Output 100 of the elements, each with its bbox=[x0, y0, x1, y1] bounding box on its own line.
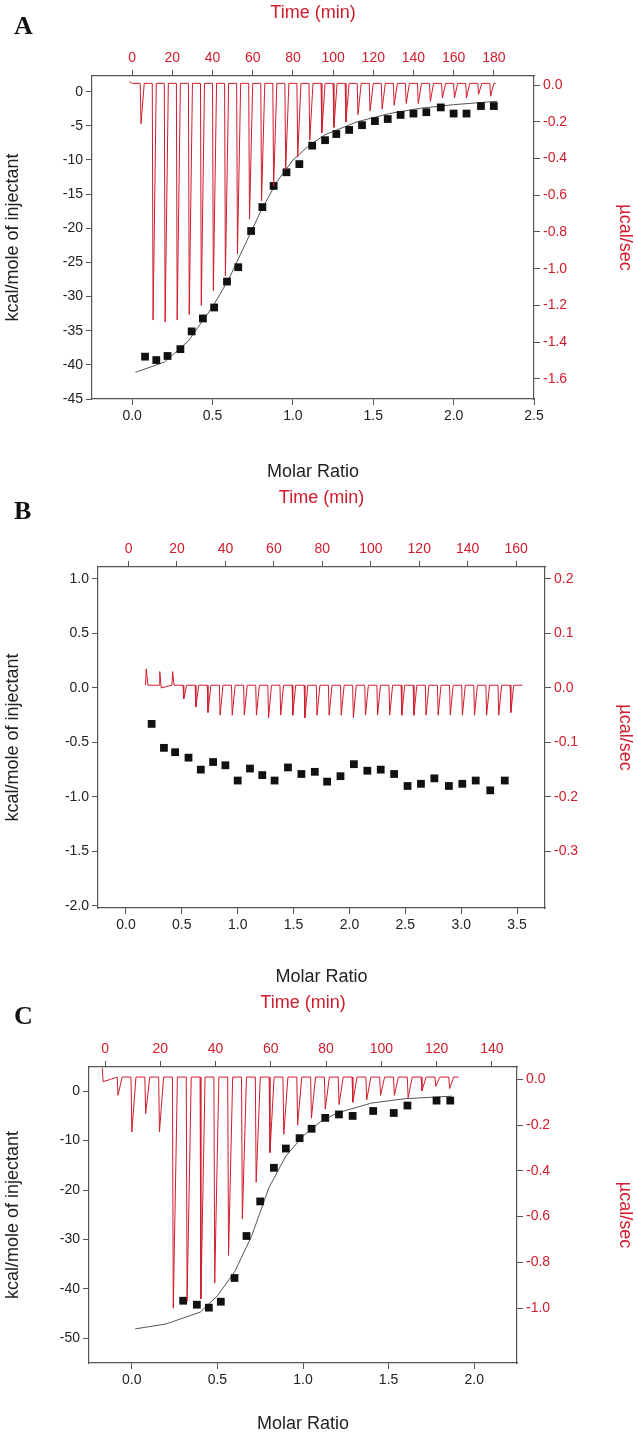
y-tick-label: -30 bbox=[59, 1230, 81, 1247]
point bbox=[445, 782, 453, 790]
y-tick-label: -10 bbox=[62, 150, 84, 167]
point bbox=[258, 771, 267, 779]
y-tick-label: 0.0 bbox=[543, 76, 563, 93]
point bbox=[358, 121, 366, 130]
x-axis-title: Molar Ratio bbox=[256, 1413, 350, 1434]
y-axis-title: kcal/mole of injectant bbox=[1, 1130, 22, 1300]
x-axis-title: Time (min) bbox=[260, 991, 346, 1012]
point bbox=[256, 1197, 265, 1206]
x-tick-label: 140 bbox=[456, 540, 480, 557]
y-tick-label: 0 bbox=[72, 1082, 81, 1099]
y-tick-label: -1.0 bbox=[64, 787, 90, 804]
point bbox=[458, 779, 467, 788]
y-tick-label: -0.5 bbox=[64, 733, 90, 750]
y-axis-title: µcal/sec bbox=[616, 1181, 637, 1249]
x-tick-label: 60 bbox=[244, 49, 261, 66]
y-tick-label: -0.2 bbox=[554, 787, 579, 804]
y-tick-label: 0.0 bbox=[554, 678, 574, 695]
x-tick-label: 1.0 bbox=[227, 916, 248, 933]
point bbox=[370, 117, 379, 125]
point bbox=[348, 1112, 357, 1120]
x-tick-label: 60 bbox=[263, 1040, 279, 1057]
x-tick-label: 80 bbox=[318, 1040, 335, 1057]
point bbox=[471, 776, 480, 785]
x-tick-label: 40 bbox=[207, 1040, 224, 1057]
point bbox=[258, 203, 267, 211]
y-tick-label: 0.0 bbox=[69, 678, 90, 695]
y-tick-label: 0.1 bbox=[554, 624, 574, 641]
y-axis-title: kcal/mole of injectant bbox=[1, 653, 22, 822]
x-tick-label: 1.0 bbox=[283, 407, 303, 424]
x-axis-title: Time (min) bbox=[278, 486, 365, 507]
x-tick-label: 0.0 bbox=[122, 1371, 142, 1388]
y-tick-label: -35 bbox=[62, 321, 84, 338]
y-tick-label: -0.2 bbox=[543, 112, 568, 129]
y-tick-label: -2.0 bbox=[64, 896, 90, 913]
x-tick-label: 3.0 bbox=[451, 916, 472, 933]
x-tick-label: 1.5 bbox=[378, 1371, 399, 1388]
point bbox=[308, 141, 317, 150]
point bbox=[234, 263, 243, 272]
x-axis-title: Molar Ratio bbox=[275, 966, 368, 987]
point bbox=[396, 111, 405, 119]
x-tick-label: 120 bbox=[407, 540, 432, 557]
point bbox=[184, 753, 193, 762]
x-tick-label: 1.5 bbox=[363, 407, 384, 424]
point bbox=[221, 761, 230, 770]
point bbox=[152, 356, 161, 364]
chart-title: B bbox=[14, 496, 32, 525]
point bbox=[436, 103, 445, 112]
point bbox=[369, 1107, 378, 1115]
x-tick-label: 20 bbox=[169, 540, 185, 557]
y-tick-label: 1.0 bbox=[69, 569, 90, 586]
y-tick-label: -0.4 bbox=[526, 1161, 551, 1178]
point bbox=[171, 748, 179, 757]
point bbox=[430, 774, 439, 783]
y-tick-label: -1.5 bbox=[64, 842, 90, 859]
point bbox=[187, 327, 196, 336]
x-tick-label: 0.5 bbox=[207, 1371, 228, 1388]
point bbox=[242, 1232, 251, 1240]
y-tick-label: -0.1 bbox=[554, 733, 579, 750]
x-tick-label: 2.5 bbox=[524, 407, 544, 424]
point bbox=[199, 314, 207, 323]
point bbox=[147, 719, 156, 728]
x-tick-label: 0.5 bbox=[202, 407, 223, 424]
point bbox=[477, 102, 485, 110]
x-tick-label: 0.0 bbox=[116, 916, 136, 933]
point bbox=[295, 1134, 304, 1143]
x-tick-label: 40 bbox=[217, 540, 234, 557]
y-tick-label: -0.6 bbox=[543, 186, 568, 203]
point bbox=[422, 108, 431, 117]
x-tick-label: 180 bbox=[482, 49, 506, 66]
point bbox=[363, 766, 372, 775]
point bbox=[390, 770, 399, 778]
point bbox=[297, 770, 306, 778]
point bbox=[376, 765, 385, 774]
x-tick-label: 60 bbox=[266, 540, 282, 557]
point bbox=[284, 763, 292, 772]
x-tick-label: 0 bbox=[128, 49, 137, 66]
point bbox=[160, 743, 168, 752]
x-tick-label: 120 bbox=[424, 1040, 449, 1057]
x-tick-label: 1.0 bbox=[293, 1371, 313, 1388]
y-tick-label: 0.5 bbox=[69, 624, 90, 641]
y-tick-label: -1.4 bbox=[543, 332, 568, 349]
x-tick-label: 100 bbox=[359, 540, 383, 557]
point bbox=[335, 1110, 343, 1119]
y-tick-label: -5 bbox=[70, 116, 84, 133]
point bbox=[233, 776, 242, 785]
point bbox=[163, 352, 172, 360]
point bbox=[500, 776, 509, 785]
x-tick-label: 2.0 bbox=[464, 1371, 485, 1388]
point bbox=[486, 786, 495, 795]
x-tick-label: 80 bbox=[285, 49, 301, 66]
point bbox=[345, 126, 354, 134]
point bbox=[417, 779, 425, 788]
y-tick-label: -50 bbox=[59, 1329, 81, 1346]
x-tick-label: 1.5 bbox=[283, 916, 304, 933]
y-tick-label: -0.8 bbox=[526, 1253, 551, 1270]
y-tick-label: -1.0 bbox=[543, 259, 568, 276]
x-tick-label: 0.5 bbox=[172, 916, 192, 933]
x-tick-label: 80 bbox=[314, 540, 331, 557]
